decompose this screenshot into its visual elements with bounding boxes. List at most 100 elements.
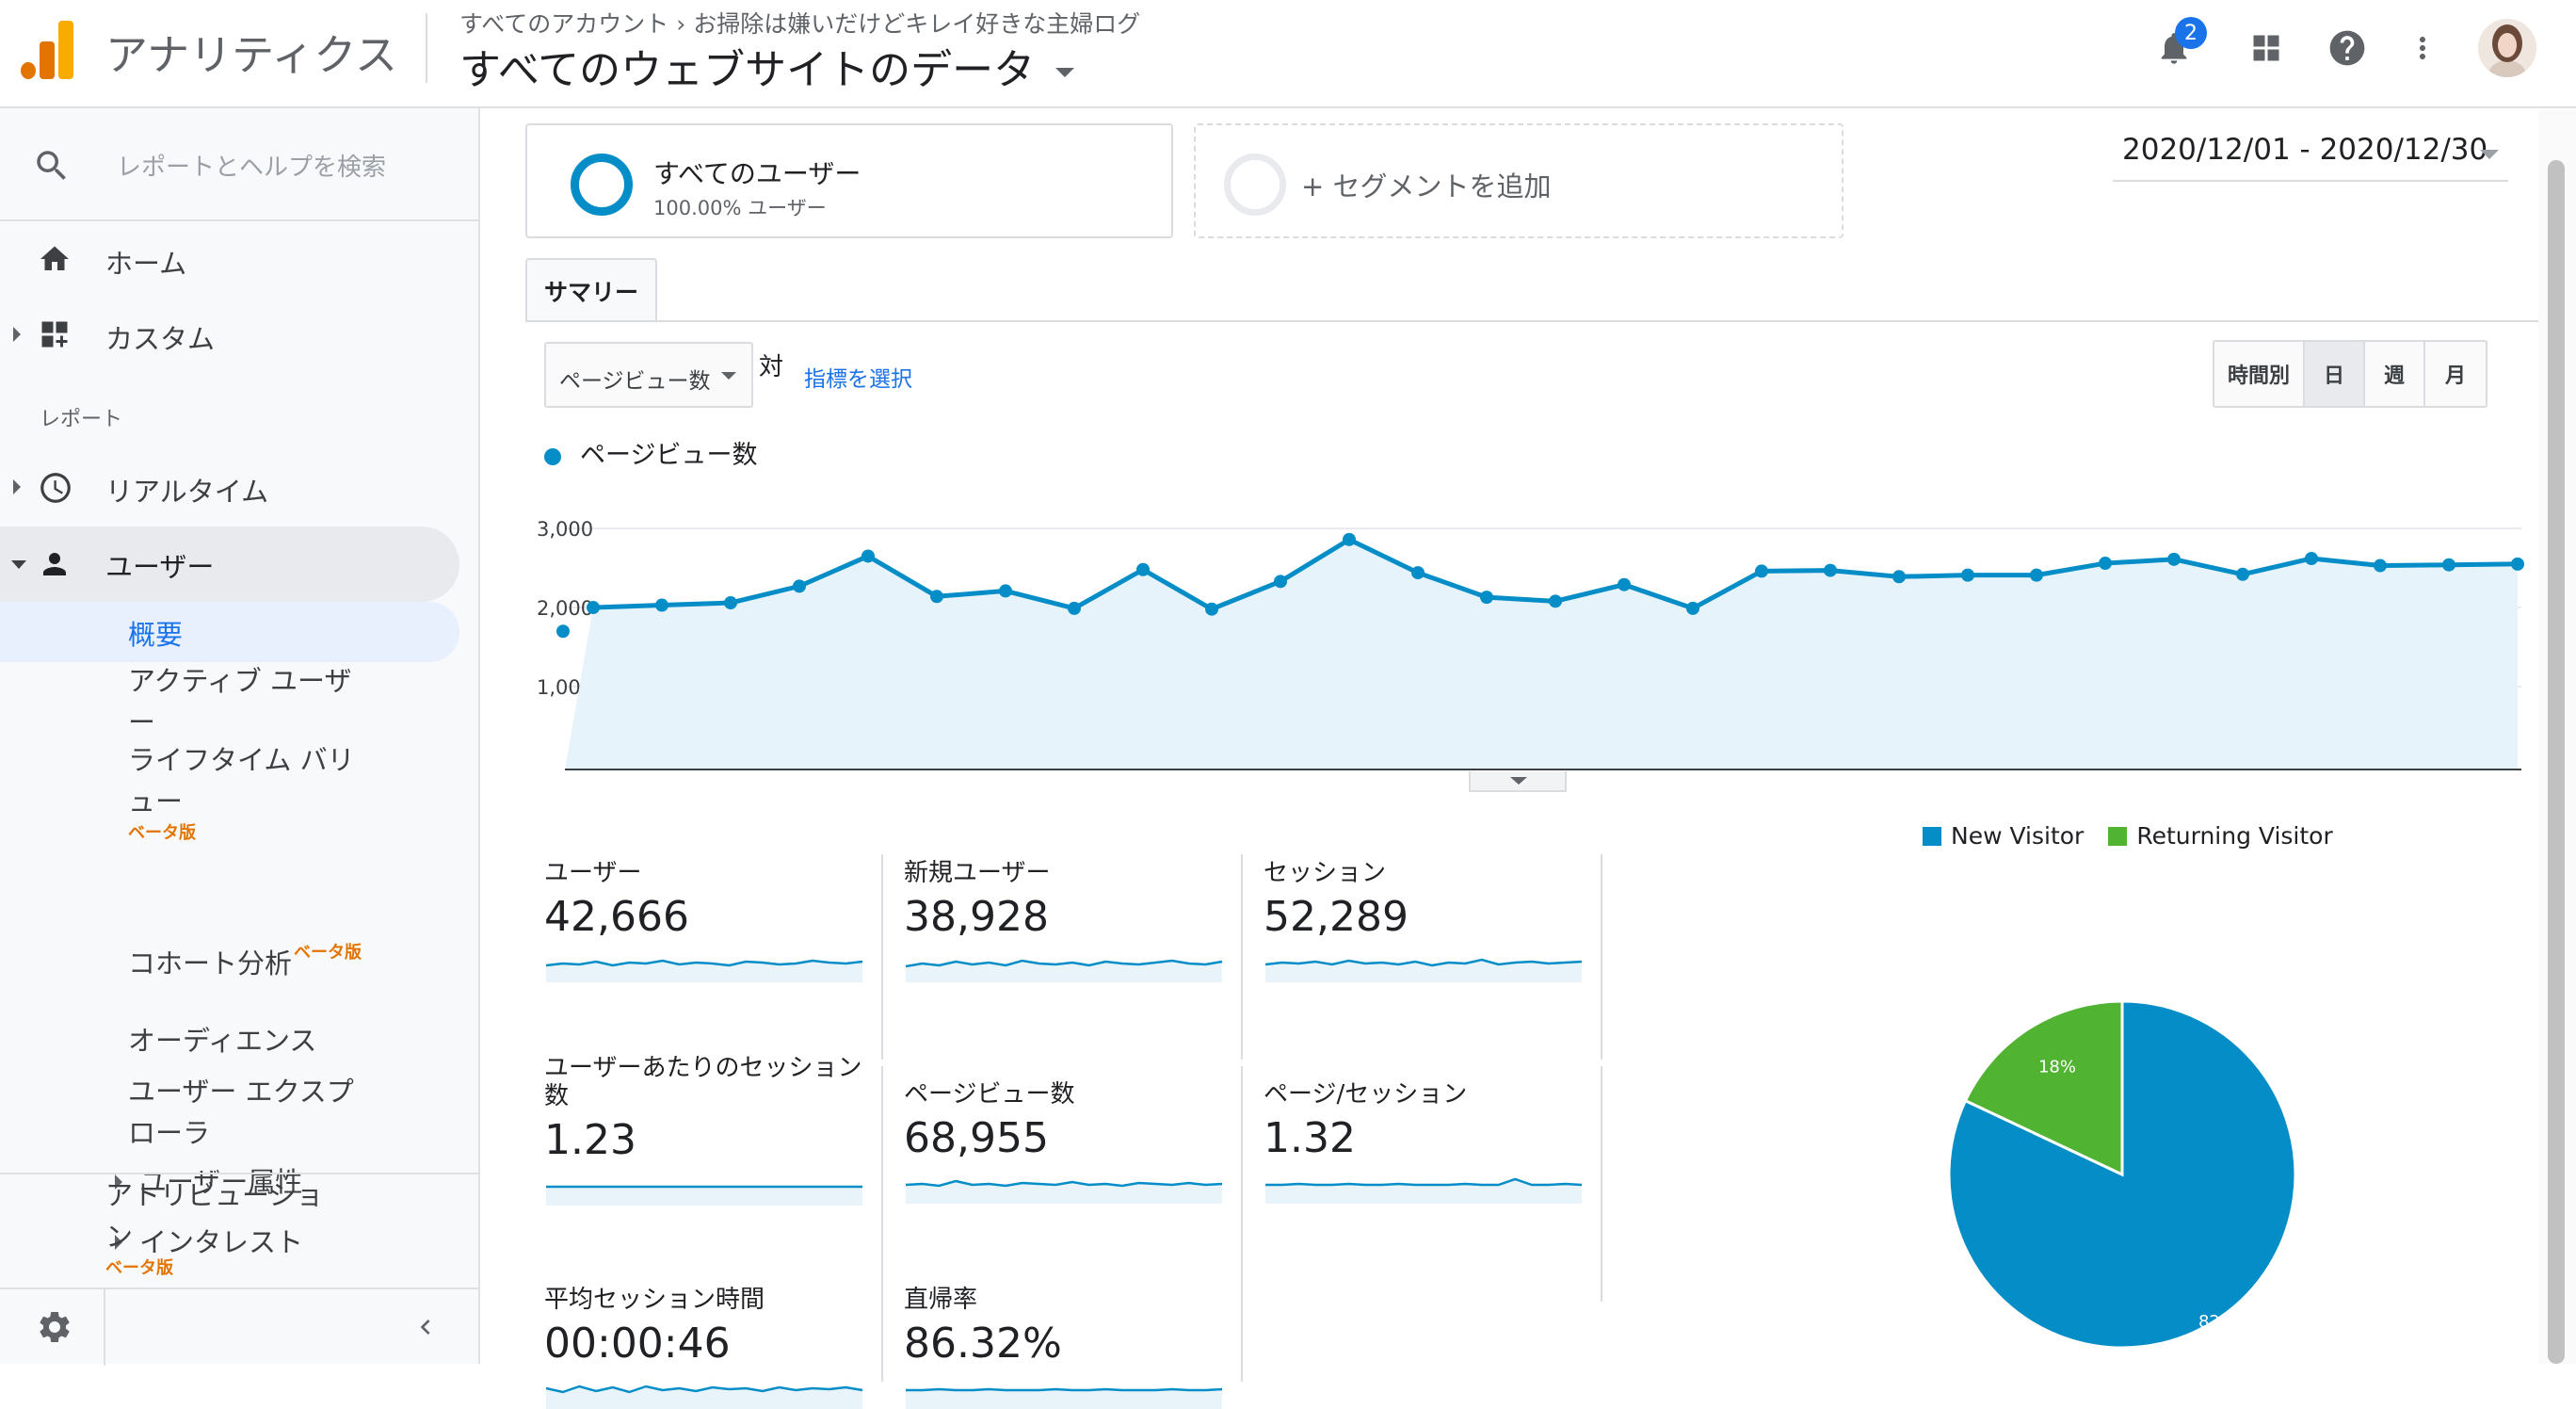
data-point[interactable] xyxy=(2374,559,2387,573)
metric-name: ページ/セッション xyxy=(1264,1080,1468,1109)
sidebar-item-custom[interactable]: カスタム xyxy=(0,297,478,372)
apps-button[interactable] xyxy=(2241,23,2292,73)
data-point[interactable] xyxy=(1068,601,1081,615)
person-icon xyxy=(43,553,66,575)
sidebar-item-users[interactable]: ユーザー xyxy=(0,526,459,602)
beta-badge: ベータ版 xyxy=(128,823,196,843)
chart-legend: ページビュー数 xyxy=(544,434,757,471)
sidebar-item-interests[interactable]: インタレスト xyxy=(113,1222,303,1263)
data-point[interactable] xyxy=(1274,575,1287,589)
sidebar-item-realtime[interactable]: リアルタイム xyxy=(0,449,478,525)
pie-slice[interactable] xyxy=(1963,999,2124,1177)
data-point[interactable] xyxy=(1480,591,1493,605)
pie-legend-item[interactable]: Returning Visitor xyxy=(2108,822,2333,850)
view-selector[interactable]: すべてのウェブサイトのデータ xyxy=(459,36,1075,96)
metric-selector[interactable]: ページビュー数 xyxy=(544,342,753,408)
sidebar-item-home[interactable]: ホーム xyxy=(0,221,478,297)
data-point[interactable] xyxy=(1961,568,1974,582)
data-point[interactable] xyxy=(1549,594,1562,608)
data-point[interactable] xyxy=(2442,558,2455,572)
sidebar-item-active-users[interactable]: アクティブ ユーザー xyxy=(128,660,363,743)
sidebar-item-lifetime-value[interactable]: ライフタイム バリュー ベータ版 xyxy=(128,739,363,843)
avatar[interactable] xyxy=(2478,19,2536,77)
metric-value: 86.32% xyxy=(904,1320,1062,1368)
breadcrumb-property[interactable]: お掃除は嫌いだけどキレイ好きな主婦ログ xyxy=(693,10,1141,38)
metric-card[interactable]: 新規ユーザー 38,928 xyxy=(904,859,1235,982)
more-vert-icon xyxy=(2420,37,2425,59)
sidebar-item-cohort[interactable]: コホート分析 ベータ版 xyxy=(128,943,362,989)
add-segment-button[interactable]: + セグメントを追加 xyxy=(1194,123,1843,238)
data-point[interactable] xyxy=(1136,562,1150,576)
metric-separator xyxy=(881,1269,883,1382)
breadcrumb[interactable]: すべてのアカウント › お掃除は嫌いだけどキレイ好きな主婦ログ xyxy=(459,6,1140,40)
notifications-button[interactable]: 2 xyxy=(2149,17,2207,73)
add-segment-label: + セグメントを追加 xyxy=(1301,170,1552,202)
metric-separator xyxy=(1601,854,1602,1060)
data-point[interactable] xyxy=(1755,564,1768,578)
data-point[interactable] xyxy=(1205,602,1218,616)
main-content: すべてのユーザー 100.00% ユーザー + セグメントを追加 2020/12… xyxy=(482,110,2576,1409)
chevron-left-icon[interactable] xyxy=(411,1312,441,1342)
data-point[interactable] xyxy=(724,596,737,610)
granularity-button[interactable]: 日 xyxy=(2305,342,2365,406)
metric-selector-value: ページビュー数 xyxy=(559,369,711,394)
help-button[interactable] xyxy=(2322,23,2373,73)
analytics-logo[interactable] xyxy=(21,21,73,79)
breadcrumb-account[interactable]: すべてのアカウント xyxy=(459,10,669,38)
data-point[interactable] xyxy=(2511,557,2524,571)
data-point[interactable] xyxy=(2099,557,2112,571)
data-point[interactable] xyxy=(999,584,1012,598)
sidebar-item-overview[interactable]: 概要 xyxy=(0,602,459,662)
data-point[interactable] xyxy=(793,579,806,593)
data-point[interactable] xyxy=(930,590,943,604)
gear-icon[interactable] xyxy=(36,1308,73,1346)
metric-value: 38,928 xyxy=(904,893,1049,941)
data-point[interactable] xyxy=(1892,570,1906,584)
pie-legend-item[interactable]: New Visitor xyxy=(1923,822,2084,850)
sidebar-item-audience[interactable]: オーディエンス xyxy=(128,1020,316,1061)
more-options-button[interactable] xyxy=(2397,23,2448,73)
granularity-button[interactable]: 時間別 xyxy=(2214,342,2305,406)
data-point[interactable] xyxy=(1343,532,1356,546)
metric-card[interactable]: ページ/セッション 1.32 xyxy=(1264,1080,1595,1204)
visitor-pie-chart[interactable]: 82% 18% xyxy=(1913,798,2309,1363)
data-point[interactable] xyxy=(1824,563,1837,577)
chart-collapse-handle[interactable] xyxy=(1469,771,1567,792)
scrollbar-thumb[interactable] xyxy=(2548,160,2565,1364)
segment-all-users[interactable]: すべてのユーザー 100.00% ユーザー xyxy=(525,123,1173,238)
legend-label: Returning Visitor xyxy=(2136,822,2333,850)
data-point[interactable] xyxy=(587,601,600,615)
data-point[interactable] xyxy=(556,624,570,639)
data-point[interactable] xyxy=(2030,568,2043,582)
granularity-toggle: 時間別日週月 xyxy=(2213,340,2487,408)
metric-card[interactable]: 平均セッション時間 00:00:46 xyxy=(544,1286,876,1409)
metric-card[interactable]: ユーザーあたりのセッション数 1.23 xyxy=(544,1054,876,1206)
metric-card[interactable]: ユーザー 42,666 xyxy=(544,859,876,982)
series-color-swatch xyxy=(544,447,561,465)
data-point[interactable] xyxy=(2305,551,2318,565)
granularity-button[interactable]: 月 xyxy=(2425,342,2486,406)
sidebar-item-demographics[interactable]: ユーザー属性 xyxy=(113,1161,302,1203)
metric-card[interactable]: セッション 52,289 xyxy=(1264,859,1595,982)
data-point[interactable] xyxy=(2236,567,2249,581)
date-range-picker[interactable]: 2020/12/01 - 2020/12/30 xyxy=(2113,125,2508,182)
data-point[interactable] xyxy=(861,549,875,563)
data-point[interactable] xyxy=(1686,601,1699,615)
report-search[interactable]: レポートとヘルプを検索 xyxy=(0,108,478,221)
pageviews-line-chart[interactable]: 3,0002,0001,00012月2日12月4日12月6日12月8日12月10… xyxy=(527,468,2561,773)
metric-separator xyxy=(1241,854,1243,1060)
metric-separator xyxy=(1241,1269,1243,1382)
tab-summary[interactable]: サマリー xyxy=(525,258,657,322)
metric-card[interactable]: ページビュー数 68,955 xyxy=(904,1080,1235,1204)
sidebar-item-user-explorer[interactable]: ユーザー エクスプローラ xyxy=(128,1071,373,1154)
sidebar-item-label: アトリビューション xyxy=(105,1179,324,1253)
granularity-button[interactable]: 週 xyxy=(2365,342,2425,406)
sidebar-item-attribution[interactable]: アトリビューション ベータ版 xyxy=(105,1174,350,1278)
data-point[interactable] xyxy=(655,598,668,612)
sidebar-item-label: 概要 xyxy=(128,619,184,651)
choose-metric-link[interactable]: 指標を選択 xyxy=(804,367,912,392)
data-point[interactable] xyxy=(2167,552,2181,566)
metric-card[interactable]: 直帰率 86.32% xyxy=(904,1286,1235,1409)
data-point[interactable] xyxy=(1411,566,1425,580)
data-point[interactable] xyxy=(1618,577,1631,591)
